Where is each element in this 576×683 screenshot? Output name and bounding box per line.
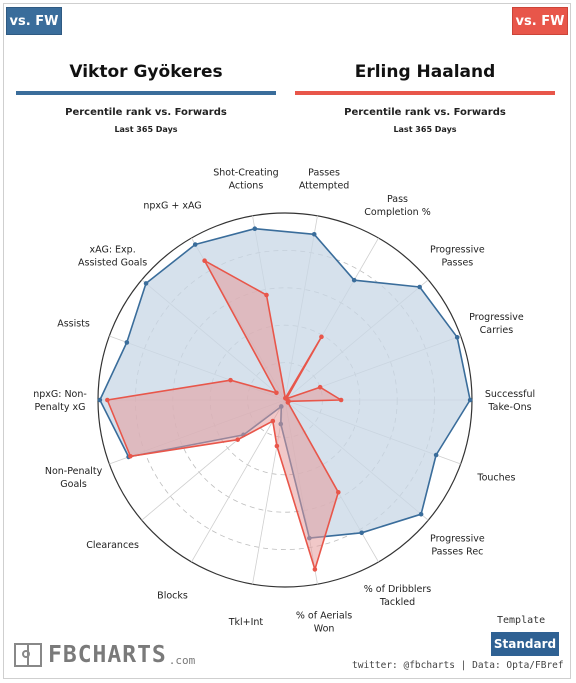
series-0-point-7 (359, 530, 364, 536)
axis-label-5: Touches (476, 472, 515, 483)
axis-label-1: Pass Completion % (364, 194, 430, 218)
series-area-0 (99, 227, 471, 539)
player-left-rule (16, 91, 276, 95)
series-1-point-12 (128, 453, 133, 459)
axis-label-7: % of Dribblers Tackled (364, 584, 432, 608)
series-0-point-2 (417, 284, 422, 290)
pitch-icon (14, 643, 42, 667)
player-right-period: Last 365 Days (393, 125, 457, 134)
series-1-point-7 (335, 490, 341, 495)
series-1-point-16 (202, 258, 207, 264)
axis-label-12: Non-Penalty Goals (45, 466, 103, 490)
series-0-point-5 (433, 452, 439, 458)
series-0-point-17 (252, 226, 258, 232)
axis-label-9: Tkl+Int (228, 617, 264, 628)
player-right-rule (295, 91, 555, 95)
series-1-point-8 (312, 567, 318, 572)
vs-forwards-tag-left[interactable]: vs. FW (6, 7, 62, 35)
credit-text: twitter: @fbcharts | Data: Opta/FBref (352, 660, 564, 671)
series-0-point-1 (351, 277, 357, 283)
series-0-point-16 (192, 242, 198, 247)
series-0-point-6 (418, 511, 424, 517)
series-0-point-14 (124, 340, 130, 345)
template-standard-button[interactable]: Standard (491, 632, 559, 656)
series-1-point-6 (285, 400, 291, 405)
axis-label-13: npxG: Non-Penalty xG (33, 389, 87, 413)
axis-label-2: Progressive Passes (430, 244, 485, 268)
vs-forwards-tag-right[interactable]: vs. FW (512, 7, 568, 35)
template-label: Template (497, 615, 546, 626)
fbcharts-logo: FBCHARTS .com (14, 640, 195, 670)
series-1-point-1 (319, 334, 324, 340)
axis-label-4: Successful Take-Ons (485, 389, 535, 413)
axis-label-8: % of Aerials Won (296, 611, 352, 635)
series-1-point-11 (235, 437, 241, 442)
axis-label-15: xAG: Exp. Assisted Goals (78, 244, 147, 268)
axis-label-6: Progressive Passes Rec (430, 534, 485, 558)
logo-text: FBCHARTS (48, 642, 167, 668)
axis-label-16: npxG + xAG (143, 201, 201, 212)
axis-label-3: Progressive Carries (469, 312, 524, 336)
series-1-point-13 (105, 397, 110, 403)
logo-suffix: .com (168, 654, 196, 667)
player-left-name: Viktor Gyökeres (69, 62, 223, 82)
spoke-10 (191, 399, 286, 563)
series-1-point-9 (274, 443, 280, 449)
series-1-point-3 (317, 384, 323, 390)
series-0-point-15 (143, 281, 149, 286)
player-right-subtitle: Percentile rank vs. Forwards (344, 107, 506, 118)
series-0-point-3 (454, 335, 460, 340)
player-left-period: Last 365 Days (114, 125, 178, 134)
axis-label-14: Assists (57, 319, 90, 330)
axis-label-0: Passes Attempted (299, 167, 350, 191)
player-left-subtitle: Percentile rank vs. Forwards (65, 107, 227, 118)
series-1-point-14 (228, 377, 233, 383)
series-0-point-4 (467, 397, 473, 403)
series-1-point-10 (270, 418, 276, 424)
axis-label-17: Shot-Creating Actions (213, 167, 278, 191)
series-1-point-17 (264, 292, 269, 298)
series-1-point-15 (274, 390, 279, 396)
axis-label-11: Clearances (86, 540, 139, 551)
series-0-point-13 (97, 397, 103, 403)
series-1-point-4 (338, 397, 344, 403)
axis-label-10: Blocks (157, 590, 188, 601)
series-0-point-0 (311, 231, 317, 237)
player-right-name: Erling Haaland (354, 62, 496, 82)
